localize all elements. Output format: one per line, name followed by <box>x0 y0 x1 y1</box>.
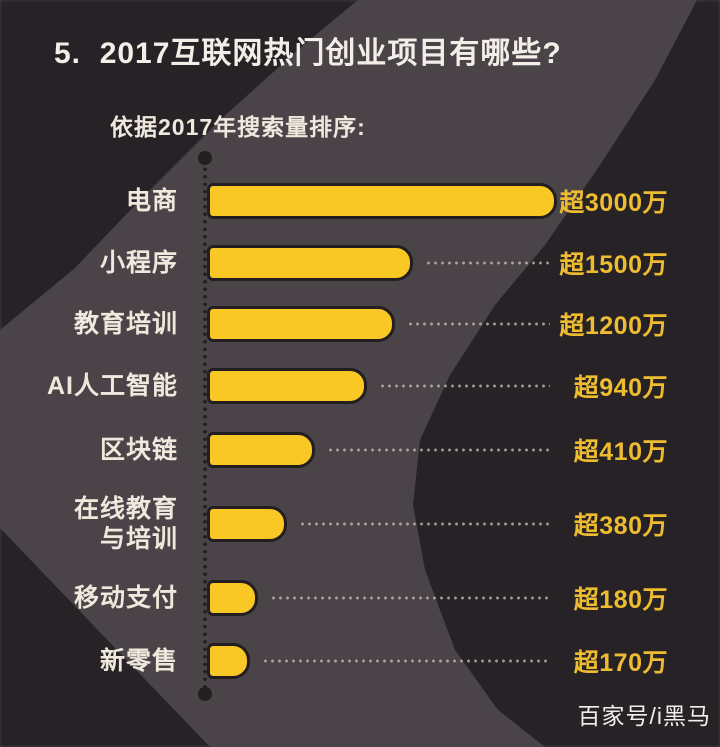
chart-row: AI人工智能 超940万 <box>0 355 720 417</box>
value-label: 超380万 <box>573 512 668 540</box>
bar <box>207 643 250 679</box>
category-label: 新零售 <box>99 647 178 675</box>
value-label: 超1200万 <box>559 312 668 340</box>
bar-zone: 超1500万 <box>207 232 720 293</box>
axis-dot-top <box>198 151 212 165</box>
category-label: 电商 <box>125 187 178 215</box>
category-label: 在线教育 与培训 <box>73 495 178 553</box>
value-label: 超180万 <box>573 586 668 614</box>
bar <box>207 432 315 468</box>
bar <box>207 580 258 616</box>
value-label: 超410万 <box>573 438 668 466</box>
bar-zone: 超3000万 <box>207 170 720 232</box>
chart-subtitle: 依据2017年搜索量排序: <box>110 114 366 140</box>
chart-row: 区块链 超410万 <box>0 417 720 483</box>
bar <box>207 244 413 281</box>
bar-zone: 超940万 <box>207 355 720 417</box>
value-label: 超1500万 <box>559 250 668 279</box>
leader-dots <box>425 260 550 265</box>
bar-zone: 超170万 <box>207 631 720 691</box>
bar <box>207 506 287 542</box>
category-label: 小程序 <box>99 248 178 277</box>
value-label: 超170万 <box>573 649 668 677</box>
category-label: 区块链 <box>99 436 178 464</box>
bar-zone: 超1200万 <box>207 293 720 355</box>
leader-dots <box>407 322 550 326</box>
bar <box>207 368 367 404</box>
bar-zone: 超180万 <box>207 565 720 631</box>
axis-dot-bottom <box>198 687 212 701</box>
leader-dots <box>270 596 550 600</box>
category-label: AI人工智能 <box>46 372 178 400</box>
leader-dots <box>379 384 550 388</box>
chart-row: 电商 超3000万 <box>0 170 720 232</box>
bar-zone: 超380万 <box>207 483 720 565</box>
bar-zone: 超410万 <box>207 417 720 483</box>
bar <box>207 183 557 219</box>
leader-dots <box>327 448 550 452</box>
bar <box>207 306 395 342</box>
watermark: 百家号/i黑马 <box>577 703 711 729</box>
chart-rows: 电商 超3000万小程序 超1500万教育培训 超1200万 AI人工智能 超940万区块… <box>0 170 720 691</box>
leader-dots <box>299 522 550 526</box>
category-label: 移动支付 <box>73 584 178 612</box>
value-label: 超3000万 <box>559 189 668 217</box>
chart-row: 移动支付 超180万 <box>0 565 720 631</box>
value-label: 超940万 <box>573 374 668 402</box>
chart-row: 教育培训 超1200万 <box>0 293 720 355</box>
page-title: 5. 2017互联网热门创业项目有哪些? <box>54 37 562 70</box>
leader-dots <box>262 659 550 663</box>
chart-row: 小程序 超1500万 <box>0 232 720 293</box>
category-label: 教育培训 <box>73 310 178 338</box>
chart-row: 在线教育 与培训 超380万 <box>0 483 720 565</box>
axis-dotted-line <box>203 158 207 694</box>
chart-row: 新零售 超170万 <box>0 631 720 691</box>
